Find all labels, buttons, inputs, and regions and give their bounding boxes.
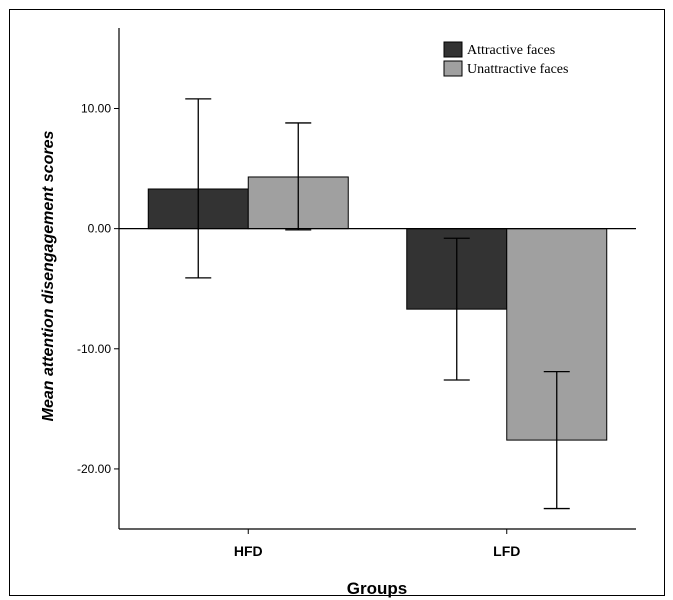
y-axis-title: Mean attention disengagement scores xyxy=(40,131,57,422)
y-axis-ticks: 10.00 0.00 -10.00 -20.00 xyxy=(77,101,119,476)
plot-area xyxy=(118,28,636,530)
legend-label: Unattractive faces xyxy=(467,62,568,77)
legend: Attractive faces Unattractive faces xyxy=(443,41,568,77)
legend-swatch xyxy=(443,60,463,77)
y-tick-label: -10.00 xyxy=(77,342,111,356)
legend-swatch xyxy=(443,41,463,58)
y-tick-label: -20.00 xyxy=(77,462,111,476)
y-tick-label: 0.00 xyxy=(88,222,112,236)
x-axis-categories: HFD LFD xyxy=(234,529,520,559)
x-axis-title: Groups xyxy=(347,579,407,598)
y-tick-label: 10.00 xyxy=(81,101,111,115)
x-tick-label: HFD xyxy=(234,543,263,559)
legend-label: Attractive faces xyxy=(467,43,555,58)
chart-frame xyxy=(9,9,665,596)
x-tick-label: LFD xyxy=(493,543,520,559)
